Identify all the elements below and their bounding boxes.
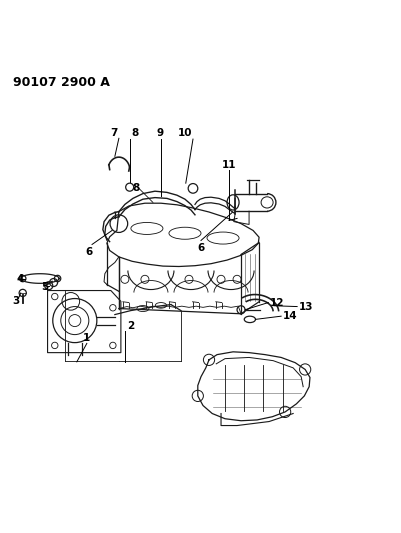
Text: 11: 11 (221, 159, 236, 169)
Text: 9: 9 (156, 128, 163, 138)
Text: 12: 12 (269, 297, 284, 308)
Text: 8: 8 (132, 183, 139, 193)
Text: 7: 7 (110, 127, 117, 138)
Text: 2: 2 (127, 320, 134, 330)
Text: 13: 13 (298, 302, 312, 312)
Text: 6: 6 (85, 247, 92, 257)
Text: 1: 1 (83, 334, 90, 343)
Text: 5: 5 (41, 282, 48, 292)
Text: 6: 6 (197, 243, 204, 253)
Text: 10: 10 (177, 128, 192, 138)
Text: 90107 2900 A: 90107 2900 A (13, 76, 109, 89)
Text: 8: 8 (131, 128, 138, 138)
Text: 4: 4 (16, 274, 24, 284)
Text: 14: 14 (282, 311, 296, 321)
Text: 3: 3 (12, 296, 20, 305)
